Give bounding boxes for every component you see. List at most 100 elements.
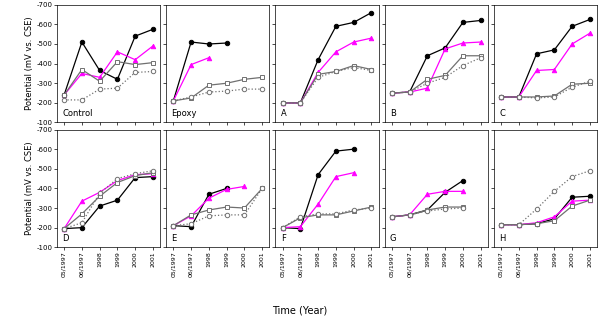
1 (350, 21, 357, 24)
1 (515, 95, 523, 99)
2 (350, 171, 357, 175)
2 (569, 42, 576, 46)
2 (459, 190, 466, 193)
Line: 4: 4 (62, 69, 155, 102)
3 (586, 81, 593, 85)
1 (314, 58, 322, 61)
3 (459, 54, 466, 58)
3 (314, 213, 322, 217)
2 (96, 75, 103, 79)
2 (149, 44, 157, 48)
3 (259, 186, 266, 190)
3 (424, 77, 431, 81)
4 (497, 223, 505, 227)
2 (297, 225, 304, 229)
Line: 1: 1 (62, 27, 155, 97)
4 (241, 87, 248, 91)
3 (114, 181, 121, 184)
2 (424, 86, 431, 90)
2 (297, 101, 304, 105)
Line: 1: 1 (280, 147, 356, 231)
Y-axis label: Potential (mV vs. CSE): Potential (mV vs. CSE) (25, 17, 34, 110)
2 (78, 199, 85, 203)
Line: 1: 1 (171, 40, 229, 103)
1 (459, 179, 466, 183)
2 (459, 41, 466, 45)
3 (78, 212, 85, 216)
4 (406, 213, 413, 217)
1 (78, 40, 85, 44)
Y-axis label: Potential (mV vs. CSE): Potential (mV vs. CSE) (25, 142, 34, 235)
4 (259, 186, 266, 190)
Line: 3: 3 (280, 205, 374, 230)
Line: 2: 2 (280, 36, 374, 105)
4 (61, 98, 68, 102)
1 (533, 52, 540, 56)
3 (350, 209, 357, 213)
Text: Epoxy: Epoxy (172, 109, 197, 118)
2 (96, 191, 103, 194)
3 (551, 219, 558, 223)
2 (170, 224, 177, 228)
1 (406, 213, 413, 217)
4 (96, 87, 103, 91)
3 (170, 99, 177, 103)
3 (533, 95, 540, 99)
2 (332, 50, 340, 54)
2 (406, 90, 413, 94)
Line: 2: 2 (499, 198, 592, 227)
1 (350, 147, 357, 151)
4 (223, 213, 230, 217)
2 (131, 173, 139, 177)
4 (114, 177, 121, 180)
3 (424, 208, 431, 212)
1 (131, 34, 139, 38)
2 (241, 184, 248, 188)
2 (205, 196, 212, 200)
3 (350, 64, 357, 68)
4 (279, 226, 286, 230)
4 (241, 213, 248, 217)
4 (424, 81, 431, 85)
3 (314, 73, 322, 76)
2 (279, 226, 286, 230)
3 (149, 61, 157, 65)
Line: 4: 4 (499, 169, 592, 227)
1 (170, 99, 177, 103)
3 (459, 205, 466, 209)
1 (406, 90, 413, 94)
Text: C: C (499, 109, 505, 118)
3 (223, 81, 230, 85)
2 (332, 175, 340, 178)
Line: 1: 1 (499, 17, 592, 99)
3 (297, 216, 304, 220)
3 (114, 60, 121, 63)
1 (388, 91, 395, 95)
1 (497, 223, 505, 227)
3 (551, 94, 558, 98)
1 (96, 68, 103, 72)
1 (61, 93, 68, 97)
Line: 1: 1 (389, 178, 465, 219)
3 (586, 198, 593, 202)
2 (515, 223, 523, 227)
4 (332, 212, 340, 216)
2 (497, 223, 505, 227)
4 (350, 208, 357, 212)
1 (297, 101, 304, 105)
2 (424, 192, 431, 196)
3 (477, 54, 484, 58)
Line: 4: 4 (280, 65, 374, 105)
2 (497, 95, 505, 99)
4 (424, 209, 431, 213)
1 (297, 227, 304, 230)
Text: H: H (499, 234, 505, 243)
4 (188, 222, 195, 226)
Line: 3: 3 (171, 186, 265, 228)
3 (96, 194, 103, 198)
4 (477, 56, 484, 60)
1 (205, 42, 212, 46)
2 (61, 227, 68, 230)
1 (114, 198, 121, 202)
3 (406, 90, 413, 94)
